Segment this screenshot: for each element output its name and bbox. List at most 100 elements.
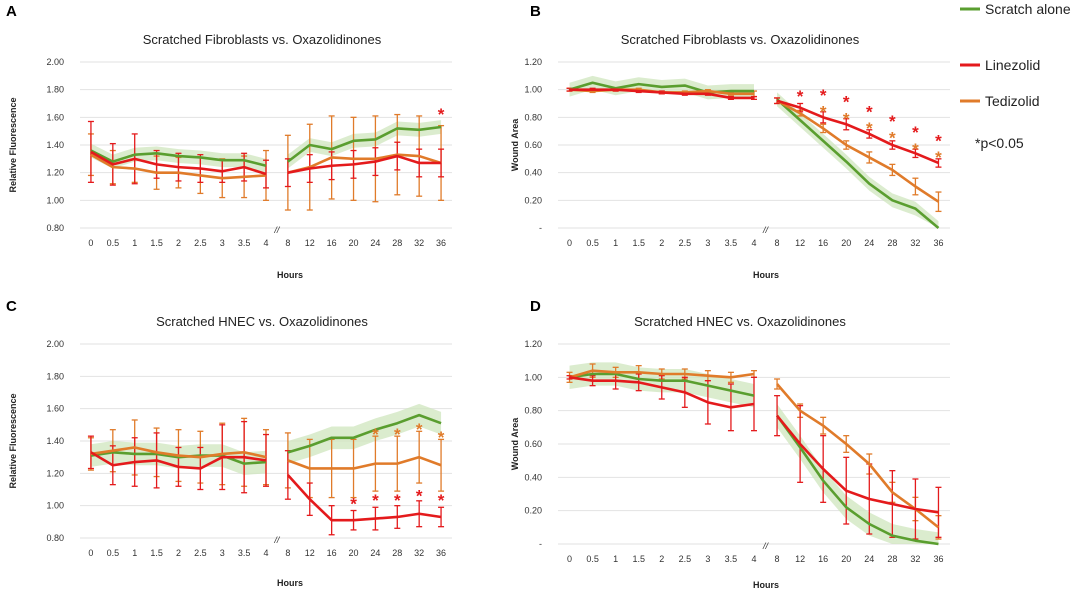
- panel-letter: D: [530, 298, 541, 315]
- significance-asterisk: *: [889, 112, 896, 131]
- y-tick-label: 1.20: [46, 468, 64, 478]
- significance-asterisk: *: [416, 420, 423, 439]
- panel-letter: A: [6, 3, 17, 20]
- significance-asterisk: *: [820, 102, 827, 121]
- axis-break-marker: //: [273, 225, 281, 235]
- y-tick-label: 1.60: [46, 404, 64, 414]
- x-tick-label: 3: [220, 238, 225, 248]
- x-tick-label: 1: [613, 238, 618, 248]
- y-tick-label: 1.00: [524, 372, 542, 382]
- legend-label-tedizolid: Tedizolid: [985, 93, 1039, 109]
- x-tick-label: 20: [841, 238, 851, 248]
- significance-asterisk: *: [889, 129, 896, 148]
- scratch-alone-line: [287, 413, 442, 454]
- y-tick-label: 1.80: [46, 371, 64, 381]
- tedizolid-line: [776, 383, 940, 529]
- y-tick-label: 1.40: [46, 140, 64, 150]
- x-tick-label: 0: [88, 238, 93, 248]
- linezolid-line: [287, 154, 442, 174]
- significance-asterisk: *: [912, 140, 919, 159]
- tedizolid-line: [776, 99, 940, 203]
- x-tick-label: 4: [751, 554, 756, 564]
- y-axis-label: Relative Fluorescence: [8, 97, 18, 192]
- chart-title: Scratched Fibroblasts vs. Oxazolidinones: [621, 32, 860, 47]
- scratch-alone-band: [777, 404, 939, 544]
- y-tick-label: -: [539, 223, 542, 233]
- y-tick-label: 1.20: [524, 57, 542, 67]
- significance-asterisk: *: [935, 148, 942, 167]
- x-tick-label: 32: [414, 238, 424, 248]
- panel-letter: C: [6, 298, 17, 315]
- y-tick-label: 2.00: [46, 339, 64, 349]
- x-tick-label: 1: [132, 238, 137, 248]
- x-tick-label: 2: [659, 554, 664, 564]
- x-tick-label: 8: [285, 548, 290, 558]
- linezolid-line: [286, 474, 442, 522]
- x-tick-label: 3.5: [238, 548, 251, 558]
- scratch-alone-band: [287, 120, 442, 169]
- legend-label-linezolid: Linezolid: [985, 57, 1040, 73]
- x-tick-label: 32: [910, 554, 920, 564]
- significance-asterisk: *: [866, 102, 873, 121]
- y-axis-label: Wound Area: [510, 118, 520, 171]
- panel-B: B Scratched Fibroblasts vs. Oxazolidinone…: [510, 3, 950, 280]
- panel-C: C Scratched HNEC vs. Oxazolidinones 0.80 1.…: [6, 298, 452, 588]
- x-tick-label: 36: [436, 238, 446, 248]
- y-axis-label: Relative Fluorescence: [8, 393, 18, 488]
- x-tick-label: 0.5: [107, 548, 120, 558]
- significance-asterisk: *: [372, 425, 379, 444]
- x-tick-label: 16: [327, 548, 337, 558]
- x-tick-label: 28: [392, 238, 402, 248]
- linezolid-line: [569, 88, 754, 100]
- y-tick-label: 0.20: [524, 195, 542, 205]
- x-tick-label: 24: [864, 554, 874, 564]
- scratch-alone-line: [569, 81, 754, 94]
- x-tick-label: 8: [775, 554, 780, 564]
- x-tick-label: 0.5: [586, 238, 599, 248]
- x-axis-label: Hours: [753, 580, 779, 590]
- x-tick-label: 2: [176, 238, 181, 248]
- x-tick-label: 36: [933, 554, 943, 564]
- x-tick-label: 4: [263, 238, 268, 248]
- x-tick-label: 2: [659, 238, 664, 248]
- chart-title: Scratched HNEC vs. Oxazolidinones: [156, 314, 368, 329]
- x-tick-label: 20: [349, 238, 359, 248]
- significance-asterisk: *: [843, 93, 850, 112]
- scratch-alone-line: [90, 149, 267, 168]
- x-tick-label: 1.5: [150, 548, 163, 558]
- y-tick-label: 1.60: [46, 112, 64, 122]
- legend-label-scratch: Scratch alone: [985, 1, 1071, 17]
- scratch-alone-line: [776, 98, 940, 229]
- chart-title: Scratched HNEC vs. Oxazolidinones: [634, 314, 846, 329]
- x-tick-label: 16: [818, 238, 828, 248]
- x-tick-label: 36: [933, 238, 943, 248]
- x-tick-label: 0: [567, 554, 572, 564]
- significance-asterisk: *: [350, 494, 357, 513]
- y-tick-label: 0.60: [524, 140, 542, 150]
- x-tick-label: 8: [775, 238, 780, 248]
- y-tick-label: 0.20: [524, 506, 542, 516]
- linezolid-line: [90, 150, 267, 176]
- significance-asterisk: *: [797, 87, 804, 106]
- x-tick-label: 3: [220, 548, 225, 558]
- y-tick-label: 1.40: [46, 436, 64, 446]
- y-tick-label: 0.80: [46, 533, 64, 543]
- significance-asterisk: *: [416, 486, 423, 505]
- tedizolid-line: [90, 153, 267, 180]
- x-tick-label: 16: [327, 238, 337, 248]
- x-tick-label: 32: [414, 548, 424, 558]
- y-axis-label: Wound Area: [510, 417, 520, 470]
- x-tick-label: 12: [795, 554, 805, 564]
- x-tick-label: 2.5: [194, 238, 207, 248]
- scratch-alone-line: [569, 372, 755, 397]
- x-tick-label: 0: [88, 548, 93, 558]
- x-tick-label: 0.5: [586, 554, 599, 564]
- y-tick-label: 1.80: [46, 85, 64, 95]
- x-tick-label: 12: [795, 238, 805, 248]
- y-tick-label: 1.00: [46, 501, 64, 511]
- x-axis-label: Hours: [277, 270, 303, 280]
- significance-asterisk: *: [820, 86, 827, 105]
- x-tick-label: 0: [567, 238, 572, 248]
- y-tick-label: 2.00: [46, 57, 64, 67]
- x-tick-label: 1: [613, 554, 618, 564]
